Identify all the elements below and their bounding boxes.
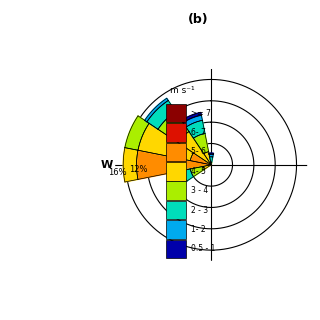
Polygon shape [193, 133, 209, 154]
Polygon shape [137, 150, 211, 180]
Bar [166, 143, 186, 161]
Bar [166, 162, 186, 180]
Polygon shape [203, 165, 211, 169]
Polygon shape [180, 171, 187, 183]
Polygon shape [178, 132, 211, 165]
Text: 2 - 3: 2 - 3 [191, 205, 208, 214]
Bar [166, 239, 186, 258]
Text: 4- 5: 4- 5 [191, 167, 206, 176]
Bar [166, 201, 186, 219]
Polygon shape [209, 153, 213, 154]
Polygon shape [182, 169, 194, 181]
Text: 0.5 - 1: 0.5 - 1 [191, 244, 215, 253]
Polygon shape [181, 113, 201, 123]
Text: W: W [101, 160, 113, 170]
Polygon shape [204, 152, 211, 165]
Bar [166, 220, 186, 239]
Polygon shape [183, 115, 202, 127]
Polygon shape [125, 116, 149, 150]
Polygon shape [209, 154, 213, 157]
Polygon shape [179, 171, 185, 183]
Polygon shape [123, 148, 138, 182]
Text: 5- 6: 5- 6 [191, 148, 206, 156]
Bar [166, 104, 186, 123]
Text: 16%: 16% [108, 168, 127, 177]
Polygon shape [210, 157, 213, 162]
Polygon shape [211, 162, 212, 165]
Polygon shape [145, 98, 168, 122]
Text: >= 7: >= 7 [191, 109, 211, 118]
Polygon shape [186, 120, 205, 138]
Text: 6- 7: 6- 7 [191, 128, 206, 137]
Polygon shape [190, 166, 204, 177]
Text: (b): (b) [188, 13, 209, 26]
Polygon shape [158, 112, 189, 143]
Text: 12%: 12% [129, 165, 148, 174]
Bar [166, 181, 186, 200]
Text: 1- 2: 1- 2 [191, 225, 206, 234]
Polygon shape [138, 123, 194, 161]
Polygon shape [147, 100, 176, 129]
Text: m s⁻¹: m s⁻¹ [170, 86, 195, 95]
Polygon shape [190, 153, 211, 165]
Text: 3 - 4: 3 - 4 [191, 186, 208, 195]
Bar [166, 123, 186, 142]
